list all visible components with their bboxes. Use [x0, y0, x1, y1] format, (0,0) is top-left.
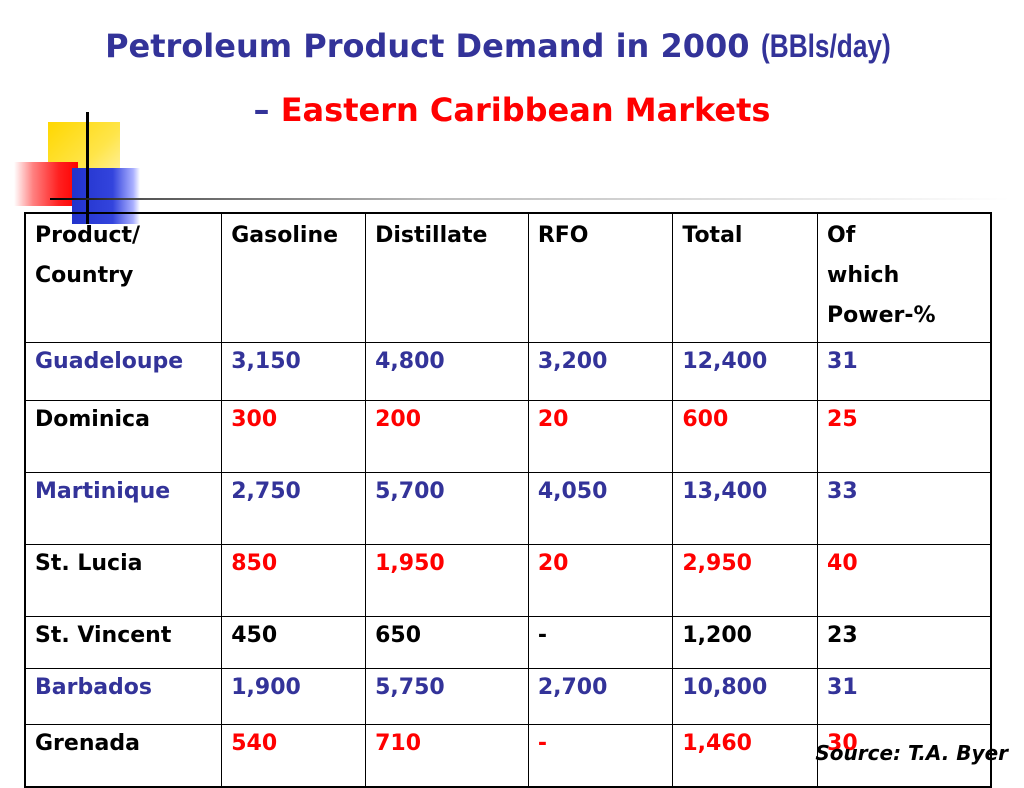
- title-unit: (BBls/day): [760, 28, 891, 64]
- cell-rfo: 2,700: [527, 668, 674, 725]
- header-text-line: which Power-%: [827, 263, 936, 328]
- cell-total: 600: [672, 400, 819, 473]
- cell-power-percent: 31: [817, 342, 992, 401]
- cell-total: 1,460: [672, 724, 819, 787]
- cell-power-percent: 31: [817, 668, 992, 725]
- header-rfo: RFO: [527, 212, 674, 343]
- cell-gasoline: 450: [221, 616, 367, 669]
- slide-subtitle-line: – Eastern Caribbean Markets: [0, 88, 1024, 132]
- cell-total: 1,200: [672, 616, 819, 669]
- cell-power-percent: 33: [817, 472, 992, 545]
- table-row: Barbados 1,900 5,750 2,700 10,800 31: [24, 668, 992, 725]
- table-row: St. Vincent 450 650-1,200 23: [24, 616, 992, 669]
- table-body: Guadeloupe 3,150 4,800 3,200 12,400 31 Dominic…: [24, 342, 992, 787]
- title-main: Petroleum Product Demand in 2000: [105, 27, 750, 65]
- cell-gasoline: 3,150: [221, 342, 367, 401]
- cell-country: St. Vincent: [24, 616, 223, 669]
- table-row: Guadeloupe 3,150 4,800 3,200 12,400 31: [24, 342, 992, 401]
- cell-rfo: 20: [527, 544, 674, 617]
- cell-total: 2,950: [672, 544, 819, 617]
- cell-distillate: 650: [365, 616, 529, 669]
- cell-distillate: 4,800: [365, 342, 529, 401]
- cell-distillate: 5,700: [365, 472, 529, 545]
- cell-power-percent: 23: [817, 616, 992, 669]
- header-row: Product/Country Gasoline Distillate RFO …: [24, 212, 992, 343]
- cell-distillate: 5,750: [365, 668, 529, 725]
- cell-rfo: 4,050: [527, 472, 674, 545]
- table-row: Dominica 300 200 20 600 25: [24, 400, 992, 473]
- cell-gasoline: 1,900: [221, 668, 367, 725]
- demand-table: Product/Country Gasoline Distillate RFO …: [24, 212, 992, 788]
- header-gasoline: Gasoline: [221, 212, 367, 343]
- cell-total: 13,400: [672, 472, 819, 545]
- title-dash: –: [253, 91, 270, 129]
- table-row: St. Lucia 850 1,950 20 2,950 40: [24, 544, 992, 617]
- cell-country: Dominica: [24, 400, 223, 473]
- header-total: Total: [672, 212, 819, 343]
- cell-distillate: 200: [365, 400, 529, 473]
- cell-total: 12,400: [672, 342, 819, 401]
- cell-country: St. Lucia: [24, 544, 223, 617]
- table-row: Martinique 2,750 5,700 4,050 13,400 33: [24, 472, 992, 545]
- header-text-line: Product/: [35, 223, 141, 248]
- slide-title: Petroleum Product Demand in 2000 (BBls/d…: [0, 24, 1024, 68]
- cell-rfo: 20: [527, 400, 674, 473]
- cell-rfo: 3,200: [527, 342, 674, 401]
- cell-gasoline: 540: [221, 724, 367, 787]
- cell-power-percent: 40: [817, 544, 992, 617]
- header-power-percent: Of which Power-%: [817, 212, 992, 343]
- source-note: Source: T.A. Byer: [815, 741, 1008, 765]
- header-text-line: Country: [35, 263, 134, 288]
- cell-gasoline: 2,750: [221, 472, 367, 545]
- cell-country: Martinique: [24, 472, 223, 545]
- decorative-vertical-line: [86, 112, 89, 224]
- cell-rfo: -: [527, 724, 674, 787]
- decorative-horizontal-rule: [50, 198, 1010, 200]
- cell-country: Barbados: [24, 668, 223, 725]
- cell-distillate: 710: [365, 724, 529, 787]
- title-subtitle: Eastern Caribbean Markets: [280, 91, 771, 129]
- header-product-country: Product/Country: [24, 212, 223, 343]
- cell-country: Grenada: [24, 724, 223, 787]
- cell-gasoline: 850: [221, 544, 367, 617]
- cell-gasoline: 300: [221, 400, 367, 473]
- cell-power-percent: 25: [817, 400, 992, 473]
- cell-distillate: 1,950: [365, 544, 529, 617]
- header-text-line: Of: [827, 223, 856, 248]
- cell-rfo: -: [527, 616, 674, 669]
- header-distillate: Distillate: [365, 212, 529, 343]
- cell-total: 10,800: [672, 668, 819, 725]
- cell-country: Guadeloupe: [24, 342, 223, 401]
